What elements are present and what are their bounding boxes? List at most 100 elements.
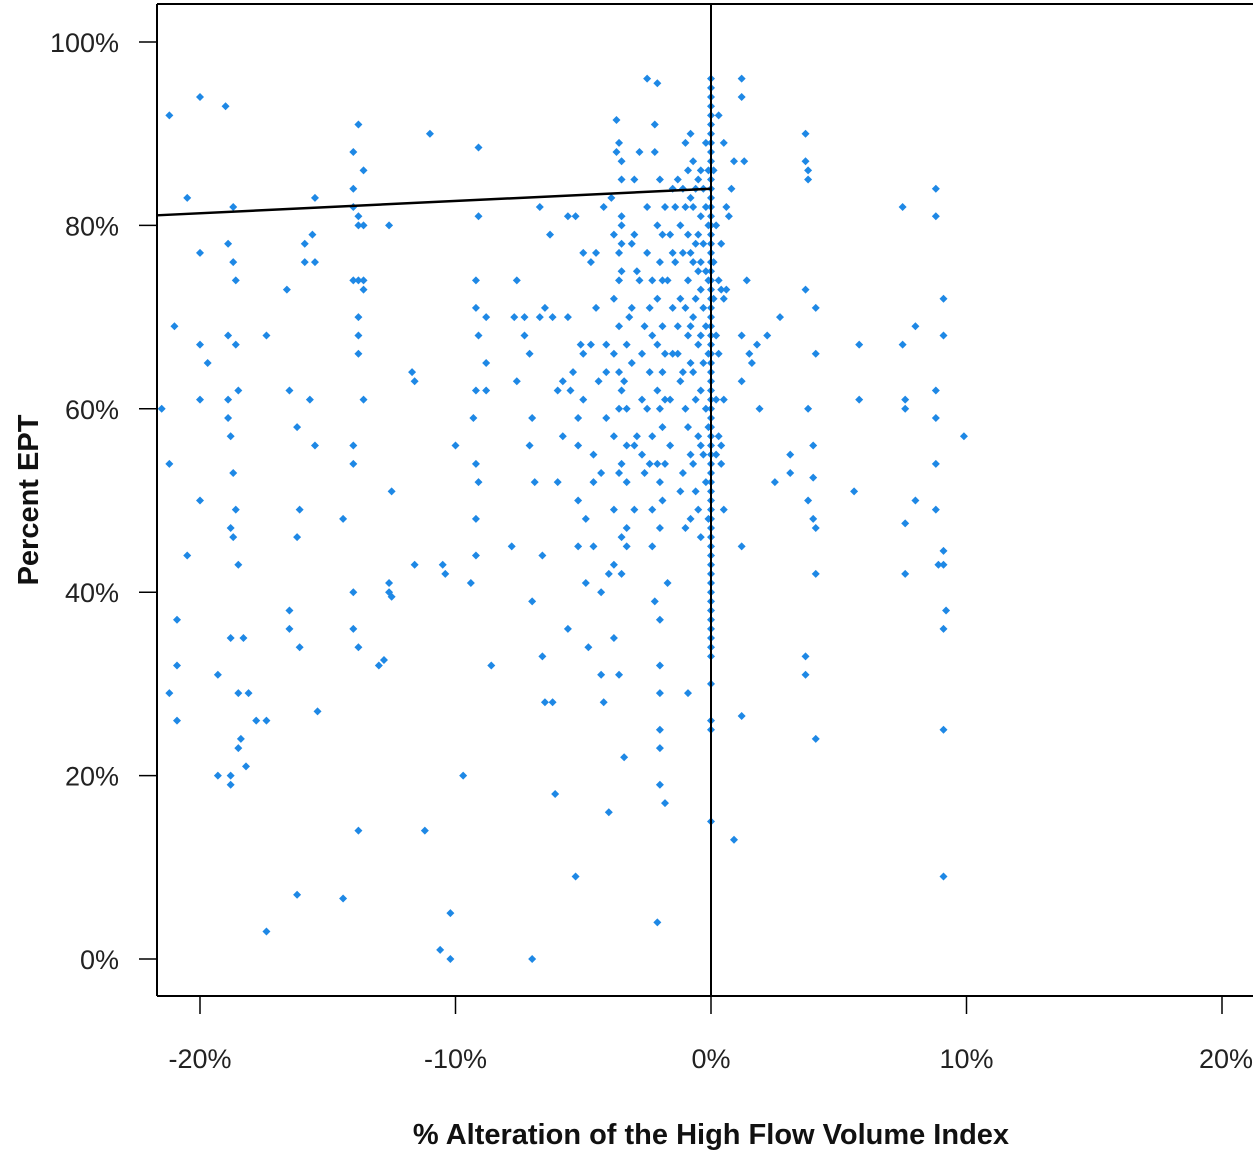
- data-point: [939, 624, 948, 633]
- data-point: [645, 459, 654, 468]
- data-point: [811, 524, 820, 533]
- data-point: [655, 780, 664, 789]
- data-point: [262, 927, 271, 936]
- data-point: [553, 386, 562, 395]
- data-point: [229, 258, 238, 267]
- data-point: [811, 349, 820, 358]
- data-point: [558, 432, 567, 441]
- data-point: [586, 258, 595, 267]
- data-point: [655, 615, 664, 624]
- data-point: [617, 569, 626, 578]
- data-point: [571, 212, 580, 221]
- data-point: [625, 313, 634, 322]
- data-point: [934, 560, 943, 569]
- data-point: [615, 368, 624, 377]
- data-point: [717, 239, 726, 248]
- data-point: [196, 496, 204, 505]
- data-point: [804, 166, 813, 175]
- data-point: [694, 230, 703, 239]
- data-point: [786, 450, 795, 459]
- data-point: [931, 459, 940, 468]
- data-point: [234, 386, 243, 395]
- data-point: [689, 258, 698, 267]
- data-point: [602, 340, 611, 349]
- data-point: [648, 331, 657, 340]
- data-point: [313, 707, 322, 716]
- data-point: [696, 212, 705, 221]
- data-point: [226, 771, 235, 780]
- data-point: [589, 542, 598, 551]
- data-point: [226, 634, 235, 643]
- data-point: [308, 230, 317, 239]
- data-point: [655, 524, 664, 533]
- data-point: [615, 404, 624, 413]
- data-point: [236, 734, 245, 743]
- data-point: [722, 285, 731, 294]
- data-point: [855, 395, 864, 404]
- data-point: [553, 478, 562, 487]
- data-point: [643, 404, 652, 413]
- data-point: [563, 624, 572, 633]
- data-point: [510, 313, 519, 322]
- data-point: [310, 193, 319, 202]
- data-point: [609, 560, 618, 569]
- data-point: [589, 450, 598, 459]
- data-point: [581, 579, 590, 588]
- data-point: [165, 459, 174, 468]
- data-point: [609, 505, 618, 514]
- data-point: [241, 762, 250, 771]
- data-point: [262, 716, 271, 725]
- data-point: [446, 909, 455, 918]
- data-point: [451, 441, 460, 450]
- data-point: [681, 524, 690, 533]
- data-point: [699, 239, 708, 248]
- data-point: [719, 505, 728, 514]
- data-point: [487, 661, 496, 670]
- data-point: [643, 203, 652, 212]
- data-point: [650, 120, 659, 129]
- data-point: [684, 230, 693, 239]
- data-point: [648, 276, 657, 285]
- data-point: [563, 313, 572, 322]
- data-point: [694, 175, 703, 184]
- data-point: [224, 395, 233, 404]
- data-point: [520, 313, 529, 322]
- data-point: [850, 487, 859, 496]
- data-point: [691, 395, 700, 404]
- data-point: [640, 322, 649, 331]
- data-point: [661, 799, 670, 808]
- data-point: [755, 404, 764, 413]
- data-point: [528, 413, 537, 422]
- data-point: [571, 872, 580, 881]
- data-point: [737, 377, 746, 386]
- data-point: [540, 303, 549, 312]
- data-point: [691, 294, 700, 303]
- data-point: [617, 157, 626, 166]
- data-point: [729, 157, 738, 166]
- data-point: [901, 404, 910, 413]
- data-point: [300, 239, 309, 248]
- data-point: [385, 588, 394, 597]
- data-point: [635, 276, 644, 285]
- data-point: [226, 432, 235, 441]
- data-point: [696, 331, 705, 340]
- data-point: [645, 368, 654, 377]
- data-point: [530, 478, 539, 487]
- data-point: [661, 459, 670, 468]
- data-point: [658, 322, 667, 331]
- data-point: [293, 890, 302, 899]
- data-point: [599, 698, 608, 707]
- data-point: [231, 340, 240, 349]
- data-point: [262, 331, 271, 340]
- data-point: [714, 349, 723, 358]
- data-point: [226, 524, 235, 533]
- data-point: [482, 386, 491, 395]
- data-point: [221, 102, 230, 111]
- data-point: [632, 267, 641, 276]
- data-point: [594, 377, 603, 386]
- reference-lines: [156, 4, 712, 996]
- data-point: [666, 230, 675, 239]
- data-point: [684, 331, 693, 340]
- data-point: [939, 872, 948, 881]
- data-point: [632, 432, 641, 441]
